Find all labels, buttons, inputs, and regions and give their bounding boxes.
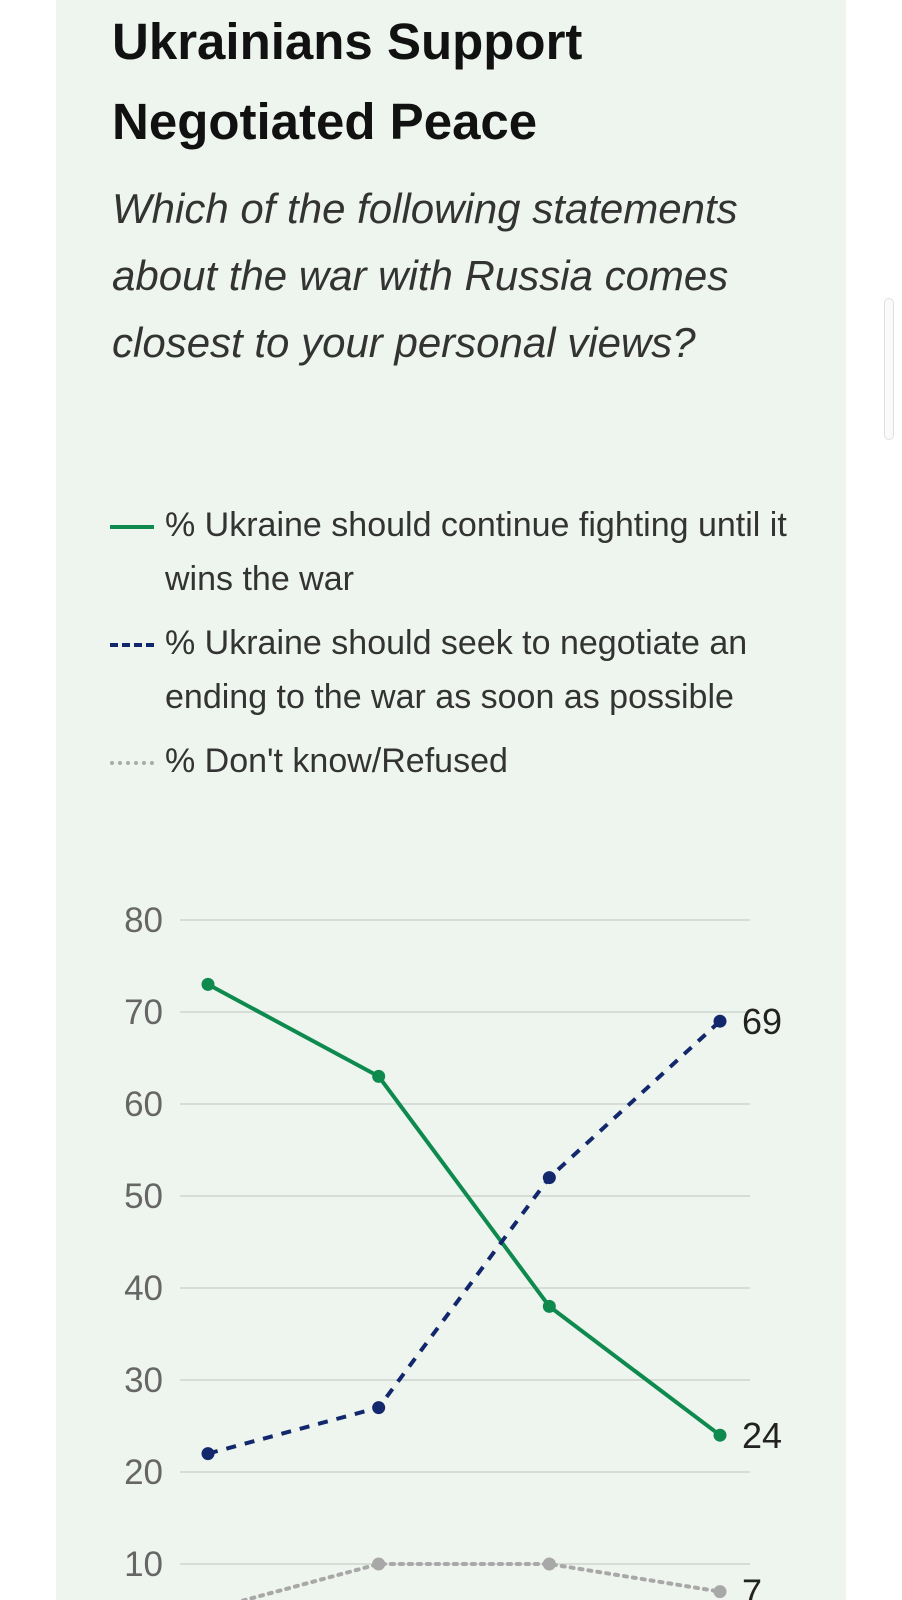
y-tick-label-50: 50 <box>124 1177 163 1216</box>
series-1-point-2 <box>542 1171 556 1185</box>
series-1-point-1 <box>372 1401 386 1415</box>
legend-label-negotiate: % Ukraine should seek to negotiate an en… <box>165 624 748 716</box>
series-0-point-1 <box>372 1069 386 1083</box>
y-tick-label-40: 40 <box>124 1269 163 1308</box>
series-line-0 <box>206 982 722 1438</box>
chart-card <box>56 0 846 1600</box>
y-tick-label-10: 10 <box>124 1545 163 1584</box>
legend-dashed-line-icon <box>110 643 154 647</box>
legend-item-dont-know: % Don't know/Refused <box>110 734 810 788</box>
series-line-1 <box>207 1019 722 1456</box>
series-2-end-label: 7 <box>742 1572 762 1600</box>
chart-subtitle: Which of the following statements about … <box>112 185 738 366</box>
legend-solid-line-icon <box>110 525 154 529</box>
y-tick-label-60: 60 <box>124 1085 163 1124</box>
legend: % Ukraine should continue fighting until… <box>110 498 810 798</box>
series-2-point-2 <box>542 1557 556 1571</box>
legend-label-dont-know: % Don't know/Refused <box>165 742 508 780</box>
y-tick-label-20: 20 <box>124 1453 163 1492</box>
legend-label-fighting: % Ukraine should continue fighting until… <box>165 506 787 598</box>
legend-item-negotiate: % Ukraine should seek to negotiate an en… <box>110 616 810 724</box>
series-0-point-3 <box>713 1428 727 1442</box>
series-0-point-2 <box>542 1299 556 1313</box>
series-0-point-0 <box>201 977 215 991</box>
series-2-point-1 <box>372 1557 386 1571</box>
series-line-2 <box>237 1562 722 1600</box>
series-0-end-label: 24 <box>742 1415 782 1456</box>
legend-dotted-line-icon <box>110 761 154 765</box>
scrollbar[interactable] <box>884 298 894 440</box>
y-tick-label-30: 30 <box>124 1361 163 1400</box>
series-1-point-3 <box>713 1014 727 1028</box>
y-tick-label-80: 80 <box>124 901 163 940</box>
chart-title: Ukrainians Support Negotiated Peace <box>112 13 583 150</box>
series-1-point-0 <box>201 1447 215 1461</box>
legend-item-fighting: % Ukraine should continue fighting until… <box>110 498 810 606</box>
series-2-point-3 <box>713 1585 727 1599</box>
series-1-end-label: 69 <box>742 1001 782 1042</box>
y-tick-label-70: 70 <box>124 993 163 1032</box>
